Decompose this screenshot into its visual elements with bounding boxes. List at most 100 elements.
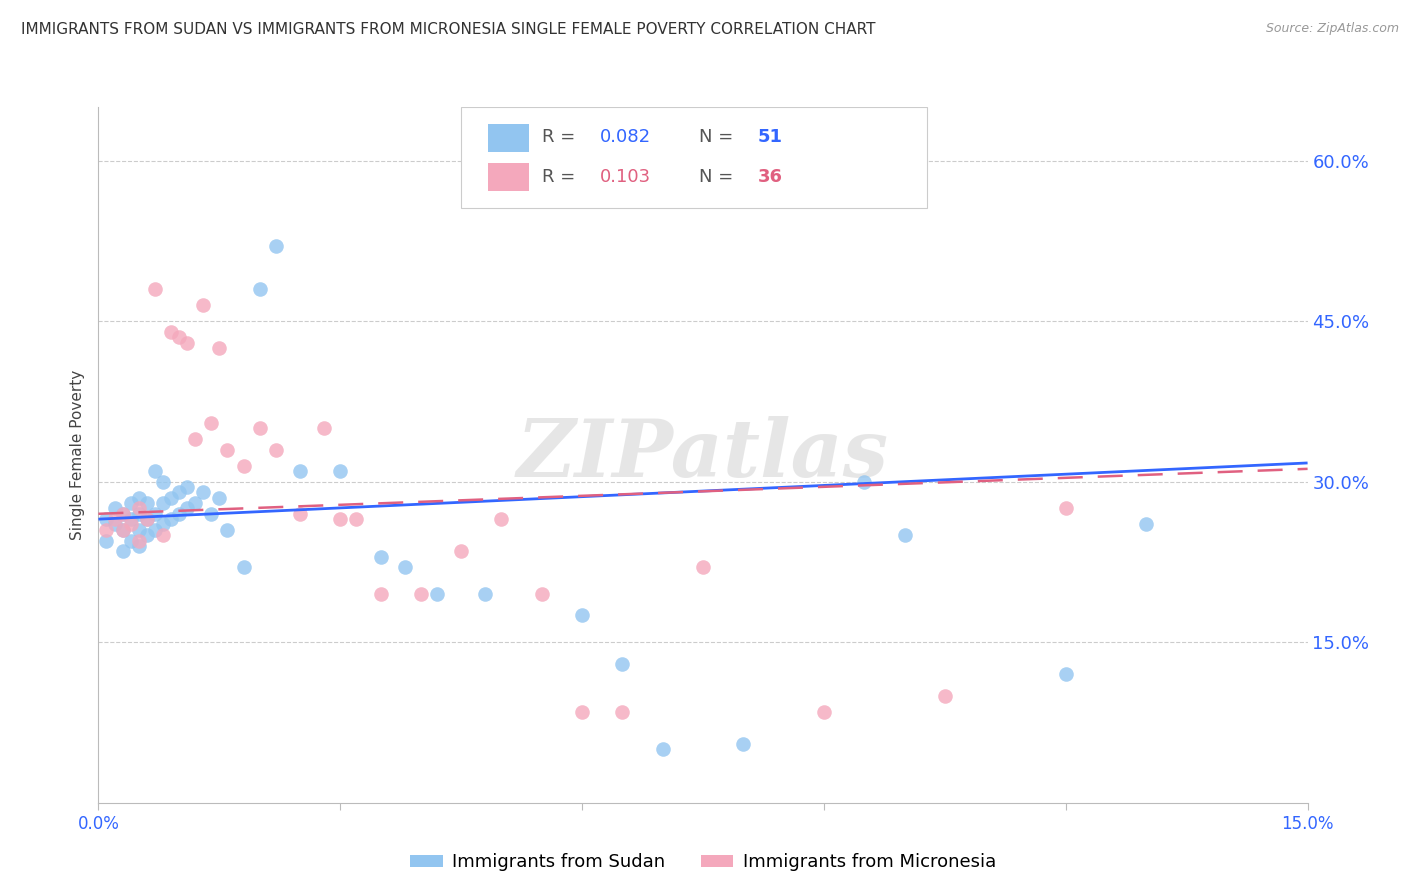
Point — [193, 298, 215, 312]
Point — [232, 458, 254, 473]
FancyBboxPatch shape — [488, 124, 529, 152]
Point — [394, 560, 416, 574]
Point — [143, 523, 166, 537]
Point — [1054, 667, 1077, 681]
Text: R =: R = — [543, 128, 581, 146]
Point — [184, 496, 207, 510]
Legend: Immigrants from Sudan, Immigrants from Micronesia: Immigrants from Sudan, Immigrants from M… — [404, 847, 1002, 879]
FancyBboxPatch shape — [488, 163, 529, 192]
Point — [249, 282, 271, 296]
Point — [370, 587, 392, 601]
Point — [135, 496, 157, 510]
Y-axis label: Single Female Poverty: Single Female Poverty — [69, 370, 84, 540]
Point — [120, 512, 142, 526]
Point — [651, 742, 673, 756]
Point — [160, 512, 183, 526]
Point — [128, 523, 150, 537]
Point — [176, 480, 198, 494]
Point — [474, 587, 496, 601]
Point — [120, 517, 142, 532]
Text: 51: 51 — [758, 128, 782, 146]
Point — [208, 341, 231, 355]
Point — [200, 416, 222, 430]
Point — [167, 330, 190, 344]
Point — [111, 523, 134, 537]
Point — [96, 523, 118, 537]
Point — [426, 587, 449, 601]
Point — [491, 512, 513, 526]
Text: 0.103: 0.103 — [600, 168, 651, 186]
Point — [128, 539, 150, 553]
Point — [893, 528, 915, 542]
Point — [232, 560, 254, 574]
Point — [120, 533, 142, 548]
Point — [184, 432, 207, 446]
Text: Source: ZipAtlas.com: Source: ZipAtlas.com — [1265, 22, 1399, 36]
Point — [160, 325, 183, 339]
Point — [152, 528, 174, 542]
Point — [853, 475, 876, 489]
Text: N =: N = — [699, 128, 740, 146]
Text: 0.082: 0.082 — [600, 128, 651, 146]
Point — [96, 533, 118, 548]
Text: ZIPatlas: ZIPatlas — [517, 417, 889, 493]
Point — [135, 512, 157, 526]
Point — [329, 512, 352, 526]
Text: 36: 36 — [758, 168, 782, 186]
Point — [111, 523, 134, 537]
FancyBboxPatch shape — [461, 107, 927, 208]
Point — [128, 491, 150, 505]
Point — [111, 507, 134, 521]
Point — [264, 239, 287, 253]
Point — [450, 544, 472, 558]
Point — [143, 282, 166, 296]
Point — [288, 464, 311, 478]
Point — [152, 517, 174, 532]
Point — [530, 587, 553, 601]
Point — [103, 501, 125, 516]
Point — [217, 523, 239, 537]
Text: IMMIGRANTS FROM SUDAN VS IMMIGRANTS FROM MICRONESIA SINGLE FEMALE POVERTY CORREL: IMMIGRANTS FROM SUDAN VS IMMIGRANTS FROM… — [21, 22, 876, 37]
Point — [128, 501, 150, 516]
Point — [143, 464, 166, 478]
Point — [128, 533, 150, 548]
Point — [409, 587, 432, 601]
Point — [135, 512, 157, 526]
Point — [103, 517, 125, 532]
Point — [167, 485, 190, 500]
Point — [200, 507, 222, 521]
Point — [208, 491, 231, 505]
Point — [176, 501, 198, 516]
Point — [934, 689, 956, 703]
Point — [344, 512, 367, 526]
Point — [96, 512, 118, 526]
Point — [692, 560, 714, 574]
Point — [249, 421, 271, 435]
Point — [111, 507, 134, 521]
Point — [111, 544, 134, 558]
Text: N =: N = — [699, 168, 740, 186]
Point — [152, 496, 174, 510]
Point — [128, 507, 150, 521]
Point — [612, 705, 634, 719]
Point — [167, 507, 190, 521]
Point — [288, 507, 311, 521]
Point — [152, 475, 174, 489]
Point — [314, 421, 336, 435]
Point — [571, 608, 593, 623]
Point — [176, 335, 198, 350]
Point — [193, 485, 215, 500]
Point — [103, 512, 125, 526]
Point — [329, 464, 352, 478]
Point — [264, 442, 287, 457]
Point — [160, 491, 183, 505]
Point — [612, 657, 634, 671]
Text: R =: R = — [543, 168, 581, 186]
Point — [143, 507, 166, 521]
Point — [135, 528, 157, 542]
Point — [813, 705, 835, 719]
Point — [120, 496, 142, 510]
Point — [217, 442, 239, 457]
Point — [1135, 517, 1157, 532]
Point — [370, 549, 392, 564]
